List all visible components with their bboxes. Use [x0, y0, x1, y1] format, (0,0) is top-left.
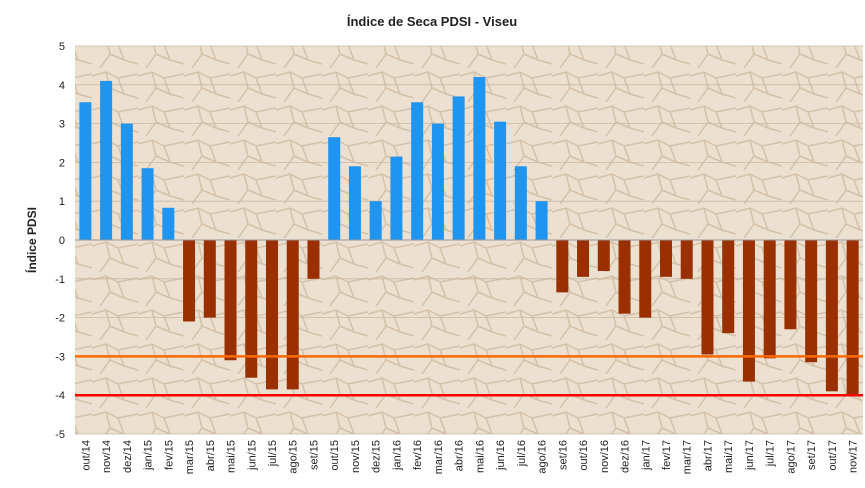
x-tick-label: jul/15: [267, 440, 279, 467]
bar: [411, 102, 424, 240]
x-tick-label: mar/15: [184, 440, 196, 474]
y-tick-label: -4: [55, 390, 65, 402]
x-tick-label: ago/17: [785, 440, 797, 474]
x-tick-label: dez/15: [371, 440, 383, 473]
bar: [680, 240, 693, 279]
x-tick-label: fev/17: [661, 440, 673, 470]
y-tick-label: 0: [59, 235, 65, 247]
y-tick-label: -2: [55, 313, 65, 325]
bar: [390, 156, 403, 240]
x-tick-label: set/15: [308, 440, 320, 470]
x-tick-label: dez/16: [620, 440, 632, 473]
bar: [784, 240, 797, 330]
bar: [307, 240, 320, 279]
x-tick-label: jun/16: [495, 440, 507, 471]
bar: [203, 240, 216, 318]
x-tick-label: mar/17: [682, 440, 694, 474]
bar: [639, 240, 652, 318]
bar: [805, 240, 818, 363]
x-tick-label: mar/16: [433, 440, 445, 474]
bar: [494, 121, 507, 240]
x-tick-label: nov/16: [599, 440, 611, 473]
bar: [79, 102, 92, 240]
x-tick-label: jan/17: [640, 440, 652, 471]
bar: [224, 240, 237, 361]
bar: [120, 123, 133, 240]
x-tick-label: fev/15: [163, 440, 175, 470]
x-tick-label: jul/16: [516, 440, 528, 467]
bar: [369, 201, 382, 240]
bar: [473, 77, 486, 240]
y-tick-label: 4: [59, 80, 65, 92]
bar: [846, 240, 859, 396]
y-tick-label: 5: [59, 41, 65, 53]
x-tick-label: set/16: [557, 440, 569, 470]
x-tick-label: dez/14: [122, 440, 134, 473]
x-tick-label: abr/17: [702, 440, 714, 471]
x-tick-label: jan/15: [143, 440, 155, 471]
bar: [577, 240, 590, 277]
x-tick-label: fev/16: [412, 440, 424, 470]
x-tick-label: jun/17: [744, 440, 756, 471]
bar: [660, 240, 672, 277]
bar: [618, 240, 631, 314]
x-tick-label: jul/17: [765, 440, 777, 467]
bar: [348, 166, 361, 240]
bar: [722, 240, 735, 334]
x-tick-label: nov/17: [848, 440, 860, 473]
x-tick-label: abr/15: [205, 440, 217, 471]
bar: [535, 201, 548, 240]
x-tick-label: out/14: [80, 440, 92, 471]
x-tick-label: set/17: [806, 440, 818, 470]
x-tick-label: out/15: [329, 440, 341, 471]
bar: [431, 123, 444, 240]
bar: [141, 168, 154, 240]
x-tick-label: nov/14: [101, 440, 113, 473]
bar: [286, 240, 299, 390]
x-tick-label: ago/16: [537, 440, 549, 474]
bar: [452, 96, 465, 240]
bar: [742, 240, 755, 382]
bar: [597, 240, 610, 272]
y-tick-label: 1: [59, 196, 65, 208]
x-tick-label: ago/15: [288, 440, 300, 474]
y-tick-label: -3: [55, 351, 65, 363]
bar: [245, 240, 258, 378]
y-tick-label: 2: [59, 157, 65, 169]
bar: [825, 240, 838, 392]
bar: [701, 240, 714, 355]
x-tick-label: jan/16: [391, 440, 403, 471]
y-axis-label: Índice PDSI: [24, 207, 39, 273]
y-tick-label: -5: [55, 429, 65, 441]
y-tick-label: 3: [59, 119, 65, 131]
bar: [514, 166, 527, 240]
bar: [183, 240, 196, 322]
x-tick-label: out/16: [578, 440, 590, 471]
chart-title: Índice de Seca PDSI - Viseu: [347, 14, 517, 29]
x-tick-label: jun/15: [246, 440, 258, 471]
x-tick-label: mai/16: [474, 440, 486, 473]
x-tick-label: abr/16: [454, 440, 466, 471]
bar: [162, 207, 175, 240]
y-tick-label: -1: [55, 274, 65, 286]
bar: [266, 240, 278, 390]
bar: [328, 137, 341, 240]
x-tick-label: nov/15: [350, 440, 362, 473]
x-tick-label: out/17: [827, 440, 839, 471]
x-tick-label: mai/17: [723, 440, 735, 473]
bar: [100, 80, 113, 240]
x-tick-label: mai/15: [226, 440, 238, 473]
bar: [763, 240, 776, 359]
bar: [556, 240, 569, 293]
